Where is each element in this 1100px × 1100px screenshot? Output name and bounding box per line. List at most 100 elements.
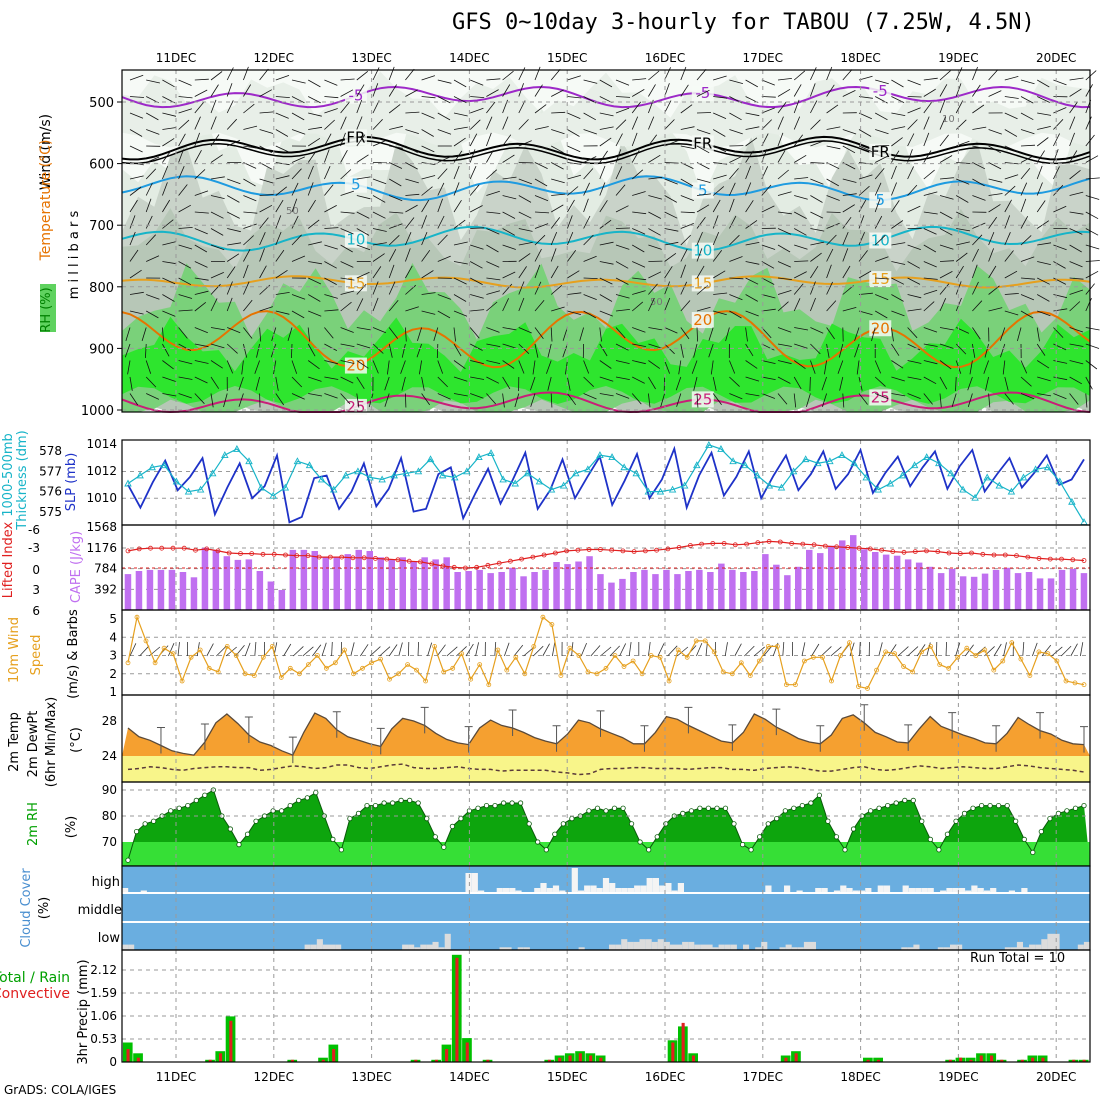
rh-marker — [424, 815, 430, 822]
thickness-tick-label: 576 — [39, 485, 62, 499]
wind-barb — [372, 83, 379, 97]
wind-barb — [486, 343, 501, 347]
wind-barb — [680, 248, 688, 262]
cape-bar — [531, 572, 538, 610]
high-cloud-bar — [122, 888, 129, 893]
wind-barb — [667, 645, 678, 657]
wind-barb — [405, 162, 418, 170]
wind-barb — [291, 234, 302, 246]
cape-bar — [959, 576, 967, 610]
wind-speed-marker — [206, 665, 212, 671]
lifted-index-marker — [361, 555, 367, 561]
rh-marker — [500, 800, 507, 806]
wind-barb — [194, 78, 209, 81]
wind-barb — [502, 228, 515, 236]
wind-barb — [599, 112, 614, 117]
wind-barb — [243, 195, 257, 202]
wind-speed-marker — [269, 644, 275, 649]
low-cloud-bar — [743, 944, 750, 950]
high-cloud-bar — [877, 885, 884, 893]
wind-barb — [1053, 277, 1067, 285]
bottom-date-label: 15DEC — [547, 1070, 587, 1084]
wind-barb — [923, 277, 938, 280]
wind-barb — [291, 168, 302, 180]
rh-marker — [680, 810, 686, 817]
wind-barb — [615, 133, 623, 147]
wind-barb — [1085, 211, 1099, 220]
cape-bar — [926, 566, 934, 610]
wind-speed-marker — [585, 669, 591, 675]
high-cloud-bar — [471, 873, 478, 893]
wind-speed-marker — [351, 671, 356, 677]
contour-label: 5 — [698, 182, 708, 200]
wind-barb — [226, 281, 233, 295]
wind-barb — [793, 376, 802, 390]
wind-barb — [810, 119, 821, 130]
wind-barb — [384, 376, 390, 391]
lifted-index-marker — [800, 541, 806, 547]
wind-speed-marker — [558, 673, 564, 678]
wind-barb — [453, 165, 460, 180]
wind-barb — [162, 343, 170, 357]
contour-label: 25 — [693, 390, 712, 408]
low-cloud-bar — [913, 944, 920, 950]
wind-barb — [291, 360, 298, 374]
wind-barb — [194, 277, 209, 281]
wind-barb — [729, 79, 744, 84]
wind-barb — [1069, 261, 1083, 268]
wind-barb — [839, 376, 844, 391]
cape-bar — [1080, 573, 1088, 610]
wind-barb — [360, 644, 369, 657]
thickness-tick-label: 577 — [39, 464, 62, 478]
wind-barb — [858, 250, 868, 262]
wind-speed-marker — [233, 653, 239, 658]
wind-barb — [842, 204, 855, 213]
lifted-index-marker — [294, 553, 300, 559]
wind-barb — [939, 393, 942, 408]
high-cloud-bar — [858, 890, 866, 893]
wind-barb — [809, 376, 811, 392]
thickness-marker — [910, 461, 919, 469]
wind-barb — [340, 290, 355, 295]
wind-barb — [372, 195, 386, 203]
wind-barb — [761, 294, 776, 299]
left-label-wind: Wind (m/s) — [38, 114, 54, 190]
cape-bar — [135, 571, 143, 610]
wind-barb — [1000, 343, 1006, 358]
lifted-index-line — [127, 540, 1085, 569]
low-cloud-bar — [426, 944, 433, 950]
wind-barb — [628, 642, 632, 657]
lifted-index-marker — [215, 548, 221, 554]
wind-barb — [696, 327, 698, 342]
lifted-index-marker — [485, 562, 491, 568]
wind-barb — [470, 360, 484, 365]
high-cloud-bar — [958, 888, 966, 893]
wind-barb — [988, 265, 997, 279]
wind-barb — [283, 643, 292, 657]
wind-barb — [518, 297, 525, 312]
bottom-date-label: 12DEC — [254, 1070, 294, 1084]
wind-barb — [259, 248, 265, 262]
lifted-index-marker — [879, 547, 884, 553]
wind-barb — [580, 642, 587, 657]
wind-barb — [599, 343, 608, 357]
wind-barb — [550, 231, 558, 246]
left-label-rh: RH (%) — [39, 287, 54, 332]
wind-barb — [696, 89, 710, 97]
wind-barb — [664, 100, 672, 114]
wind-barb — [1053, 360, 1068, 364]
slp-label: SLP (mb) — [64, 453, 79, 512]
wind-barb — [372, 360, 379, 374]
wind-barb — [615, 277, 629, 285]
wind-speed-marker — [747, 673, 753, 678]
wind-barb — [146, 255, 160, 262]
rh-marker — [910, 797, 916, 804]
high-cloud-bar — [509, 888, 516, 893]
wind-barb — [583, 198, 589, 213]
wind-barb — [437, 360, 444, 374]
thickness-marker — [596, 451, 604, 459]
wind-barb — [858, 393, 868, 405]
wind-barb — [745, 393, 760, 397]
wind-barb — [340, 244, 353, 253]
